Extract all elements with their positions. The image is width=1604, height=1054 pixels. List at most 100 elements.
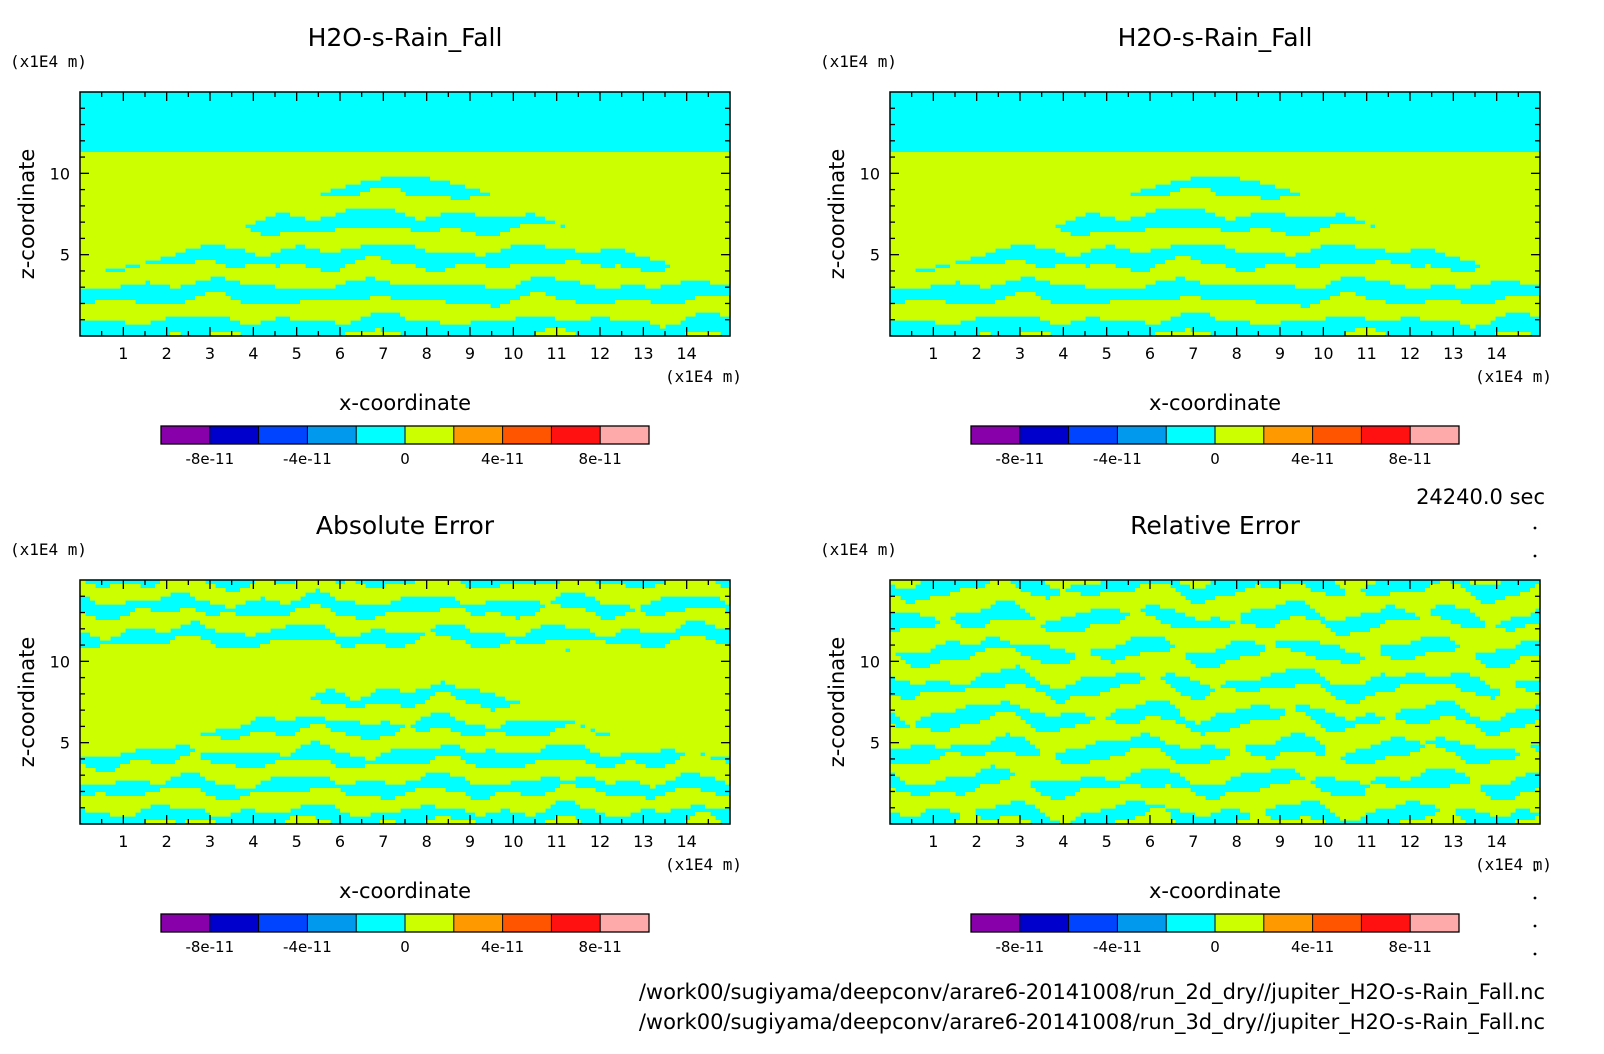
heatmap-cell <box>280 752 291 757</box>
heatmap-cell <box>1290 616 1306 621</box>
heatmap-cell <box>145 792 206 797</box>
colorbar-label: 8e-11 <box>579 450 622 468</box>
heatmap-cell <box>1400 684 1456 689</box>
heatmap-cell <box>1160 736 1281 741</box>
heatmap-cell <box>435 816 451 821</box>
heatmap-cell <box>280 264 306 269</box>
heatmap-cell <box>1365 276 1541 281</box>
heatmap-cell <box>425 700 466 705</box>
heatmap-cell <box>1110 756 1171 761</box>
heatmap-cell <box>545 640 606 645</box>
heatmap-cell <box>340 268 426 273</box>
heatmap-cell <box>375 276 531 281</box>
heatmap-cell <box>1510 664 1541 669</box>
heatmap-cell <box>890 744 911 749</box>
heatmap-cell <box>705 804 731 809</box>
heatmap-field <box>80 92 731 337</box>
heatmap-cell <box>1055 248 1091 253</box>
panel-title: H2O-s-Rain_Fall <box>1118 23 1313 52</box>
heatmap-cell <box>80 264 126 269</box>
heatmap-cell <box>1365 788 1481 793</box>
x-tick-label: 14 <box>676 832 696 851</box>
heatmap-cell <box>1135 816 1171 821</box>
margin-dot <box>1533 554 1537 558</box>
heatmap-cell <box>1395 688 1461 693</box>
heatmap-cell <box>1475 260 1541 265</box>
heatmap-cell <box>1280 196 1541 201</box>
y-unit-label: (x1E4 m) <box>10 540 87 559</box>
heatmap-cell <box>545 216 731 221</box>
x-unit-label: (x1E4 m) <box>1475 367 1552 386</box>
heatmap-cell <box>295 608 331 613</box>
heatmap-cell <box>585 724 731 729</box>
heatmap-cell <box>1325 748 1356 753</box>
heatmap-cell <box>595 728 731 733</box>
heatmap-cell <box>475 212 526 217</box>
heatmap-cell <box>1050 584 1071 589</box>
heatmap-cell <box>1405 736 1436 741</box>
heatmap-cell <box>225 244 296 249</box>
heatmap-cell <box>685 608 726 613</box>
heatmap-cell <box>500 304 731 309</box>
time-label: 24240.0 sec <box>1416 485 1545 509</box>
heatmap-cell <box>555 728 591 733</box>
heatmap-cell <box>1010 640 1126 645</box>
heatmap-cell <box>900 812 921 817</box>
heatmap-cell <box>1330 808 1376 813</box>
heatmap-cell <box>450 712 731 717</box>
x-axis-label: x-coordinate <box>339 391 471 415</box>
heatmap-cell <box>890 204 1541 209</box>
heatmap-cell <box>1250 228 1271 233</box>
heatmap-cell <box>980 720 1026 725</box>
heatmap-cell <box>1035 744 1086 749</box>
heatmap-cell <box>1230 624 1256 629</box>
heatmap-cell <box>1250 812 1266 817</box>
heatmap-cell <box>995 764 1541 769</box>
heatmap-cell <box>1150 808 1166 813</box>
heatmap-cell <box>1295 684 1321 689</box>
x-tick-label: 12 <box>590 832 610 851</box>
heatmap-cell <box>335 688 376 693</box>
heatmap-cell <box>890 156 1541 161</box>
heatmap-cell <box>495 748 541 753</box>
colorbar-segment <box>502 914 552 932</box>
heatmap-cell <box>80 696 311 701</box>
x-tick-label: 6 <box>335 832 345 851</box>
heatmap-cell <box>1490 812 1511 817</box>
heatmap-cell <box>200 620 686 625</box>
heatmap-cell <box>890 180 1171 185</box>
heatmap-cell <box>365 756 376 761</box>
heatmap-cell <box>415 788 446 793</box>
heatmap-cell <box>1040 808 1101 813</box>
heatmap-cell <box>435 804 551 809</box>
heatmap-cell <box>1470 580 1501 585</box>
heatmap-cell <box>930 664 1016 669</box>
heatmap-cell <box>335 596 401 601</box>
margin-dot <box>1533 526 1537 530</box>
heatmap-cell <box>250 792 346 797</box>
colorbar-label: 0 <box>400 938 410 956</box>
heatmap-cell <box>370 296 391 301</box>
heatmap-cell <box>1020 332 1051 337</box>
heatmap-cell <box>1425 672 1451 677</box>
heatmap-cell <box>485 732 506 737</box>
heatmap-cell <box>1320 300 1386 305</box>
x-axis-label: x-coordinate <box>1149 391 1281 415</box>
heatmap-cell <box>195 596 261 601</box>
heatmap-cell <box>595 632 616 637</box>
heatmap-cell <box>1480 616 1511 621</box>
heatmap-cell <box>1090 232 1286 237</box>
heatmap-cell <box>80 744 176 749</box>
heatmap-cell <box>80 252 176 257</box>
heatmap-cell <box>605 812 631 817</box>
heatmap-cell <box>1040 316 1086 321</box>
heatmap-cell <box>1335 776 1376 781</box>
heatmap-cell <box>1185 716 1211 721</box>
heatmap-cell <box>80 676 731 681</box>
heatmap-cell <box>80 780 116 785</box>
heatmap-cell <box>1320 672 1381 677</box>
heatmap-cell <box>575 800 731 805</box>
y-unit-label: (x1E4 m) <box>10 52 87 71</box>
heatmap-cell <box>1170 768 1271 773</box>
heatmap-cell <box>80 648 566 653</box>
